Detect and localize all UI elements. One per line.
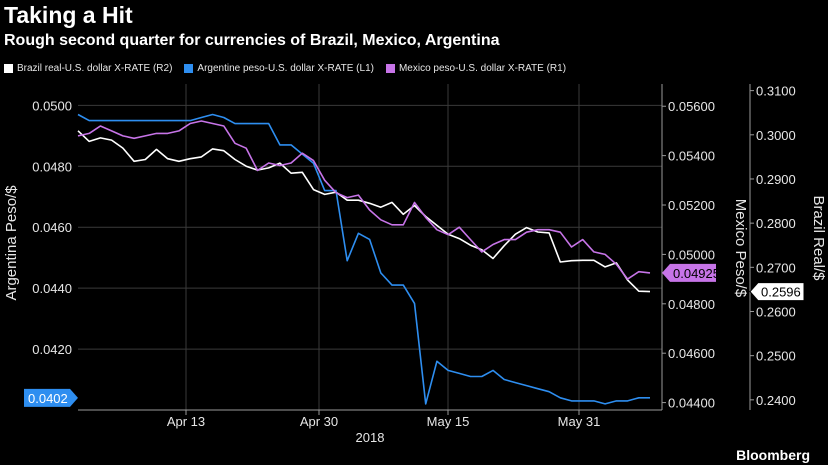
x-tick-label: May 31 [558,414,601,429]
chart-subtitle: Rough second quarter for currencies of B… [4,32,500,49]
last-value-tag-brazil: 0.2596 [749,282,805,302]
right-axis-2-title: Brazil Real/$ [810,195,827,281]
series-line-brazil [77,130,651,293]
left-tick-label: 0.0500 [32,98,72,113]
legend-swatch-brazil [4,64,13,73]
right-axis-mexico: 0.05600 0.05400 0.05200 0.05000 0.04800 0.046… [661,84,749,411]
right-axis-1-tick-label: 0.05600 [668,99,715,114]
right-axis-1-tick-label: 0.04400 [668,396,715,411]
legend-item-brazil: Brazil real-U.S. dollar X-RATE (R2) [4,63,172,74]
left-tick-label: 0.0420 [32,342,72,357]
right-axis-1-tick-label: 0.05000 [668,247,715,262]
last-value-tag-argentina: 0.0402 [24,388,78,407]
chart-title: Taking a Hit [4,2,133,28]
series-line-mexico [77,120,651,280]
right-axis-2-tick-label: 0.2800 [756,216,796,231]
right-axis-2-tick-label: 0.2500 [756,349,796,364]
legend-item-argentina: Argentine peso-U.S. dollar X-RATE (L1) [184,63,374,74]
last-value-tag-mexico: 0.04925 [662,263,720,282]
right-axis-1-tick-label: 0.05400 [668,149,715,164]
legend-label-brazil: Brazil real-U.S. dollar X-RATE (R2) [17,63,173,74]
legend-label-argentina: Argentine peso-U.S. dollar X-RATE (L1) [197,63,374,74]
x-axis-title: 2018 [356,430,385,445]
right-axis-brazil: 0.3100 0.3000 0.2900 0.2800 0.2700 0.2600 0.25… [749,84,827,410]
x-tick-label: May 15 [427,414,470,429]
right-axis-2-tick-label: 0.3000 [756,128,796,143]
legend-label-mexico: Mexico peso-U.S. dollar X-RATE (R1) [398,63,567,74]
last-value-tag-label-brazil: 0.2596 [761,285,801,300]
legend-item-mexico: Mexico peso-U.S. dollar X-RATE (R1) [385,63,567,74]
right-axis-1-tick-label: 0.04600 [668,346,715,361]
left-axis: 0.0500 0.0480 0.0460 0.0440 0.0420 Argentina … [3,98,72,357]
series-line-argentina [77,113,650,405]
x-tick-label: Apr 30 [300,414,338,429]
last-value-tags: 0.0402 0.04925 0.2596 [24,263,805,407]
last-value-tag-label-argentina: 0.0402 [28,391,68,406]
left-tick-label: 0.0460 [32,220,72,235]
legend: Brazil real-U.S. dollar X-RATE (R2) Arge… [4,63,566,74]
right-axis-1-tick-label: 0.05200 [668,198,715,213]
grid-layer [78,84,662,410]
x-tick-label: Apr 13 [167,414,205,429]
right-axis-1-tick-label: 0.04800 [668,297,715,312]
right-axis-2-tick-label: 0.2700 [756,260,796,275]
right-axis-2-tick-label: 0.2900 [756,172,796,187]
legend-swatch-argentina [184,64,194,73]
last-value-tag-box-brazil [749,282,805,302]
right-axis-1-title: Mexico Peso/$ [732,199,749,298]
x-axis: Apr 13 Apr 30 May 15 May 31 2018 [78,409,662,445]
right-axis-2-tick-label: 0.2600 [756,304,796,319]
right-axis-2-tick-label: 0.2400 [756,393,796,408]
left-axis-title: Argentina Peso/$ [3,185,20,301]
left-tick-label: 0.0440 [32,281,72,296]
legend-swatch-mexico [385,64,395,73]
right-axis-2-tick-label: 0.3100 [756,84,796,99]
bloomberg-logo: Bloomberg [736,447,810,463]
last-value-tag-label-mexico: 0.04925 [673,266,720,281]
last-value-tag-box-mexico [662,263,716,282]
last-value-tag-box-argentina [24,388,78,407]
series-layer [77,113,651,405]
left-tick-label: 0.0480 [32,159,72,174]
